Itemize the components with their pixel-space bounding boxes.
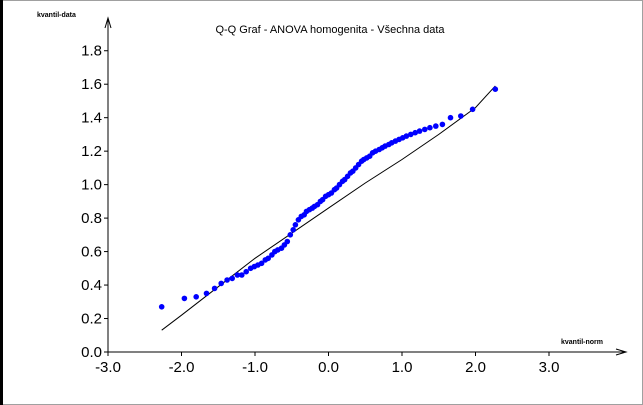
x-tick-label: -3.0 — [95, 359, 121, 376]
data-point — [181, 295, 188, 302]
x-axis-arrow — [615, 348, 628, 356]
y-tick-label: 1.0 — [81, 177, 102, 194]
data-point — [224, 277, 230, 283]
tick-layer: 0.0 0.2 0.4 0.6 0.8 1.0 1.2 1.4 1.6 1.8 -3.0 -2.0 -1… — [81, 43, 559, 376]
data-point — [239, 272, 245, 278]
data-point — [211, 285, 218, 292]
data-point — [403, 133, 410, 139]
window-edge — [0, 0, 3, 405]
data-point — [422, 126, 428, 133]
reference-line — [161, 85, 496, 331]
data-point — [284, 238, 291, 245]
points-layer — [158, 86, 499, 310]
data-point — [243, 268, 249, 275]
x-tick-label: 2.0 — [465, 359, 486, 376]
data-point — [492, 86, 499, 92]
data-point — [290, 227, 297, 233]
data-point — [408, 131, 414, 138]
x-tick-label: -1.0 — [242, 359, 268, 376]
data-point — [234, 272, 241, 278]
y-tick-label: 1.8 — [81, 43, 102, 60]
x-tick-label: -2.0 — [169, 359, 195, 376]
data-point — [439, 121, 446, 128]
data-point — [203, 290, 210, 297]
x-tick-label: 1.0 — [392, 359, 413, 376]
data-point — [229, 275, 235, 282]
y-tick-label: 0.6 — [81, 244, 102, 261]
data-point — [258, 260, 265, 267]
y-tick-label: 1.4 — [81, 110, 102, 127]
x-tick-label: 0.0 — [318, 359, 339, 376]
axes — [104, 16, 628, 356]
y-tick-label: 0.8 — [81, 210, 102, 227]
data-point — [427, 124, 433, 131]
data-point — [412, 129, 419, 136]
y-tick-label: 1.2 — [81, 143, 102, 160]
y-axis-label: kvantil-data — [37, 12, 76, 19]
y-tick-label: 0.2 — [81, 311, 102, 328]
y-tick-label: 0.0 — [81, 344, 102, 361]
data-point — [265, 255, 272, 262]
reference-line-layer — [161, 85, 496, 331]
data-point — [158, 304, 165, 310]
x-tick-label: 3.0 — [539, 359, 560, 376]
data-point — [447, 114, 454, 121]
data-point — [433, 123, 439, 129]
x-axis-label: kvantil-norm — [561, 339, 603, 346]
y-axis-arrow — [104, 16, 112, 29]
data-point — [458, 113, 464, 119]
y-tick-label: 1.6 — [81, 76, 102, 93]
y-tick-label: 0.4 — [81, 277, 102, 294]
data-point — [218, 280, 224, 287]
data-point — [416, 128, 423, 134]
data-point — [292, 222, 299, 228]
chart-title: Q-Q Graf - ANOVA homogenita - Všechna da… — [215, 24, 445, 36]
data-point — [469, 106, 476, 113]
data-point — [287, 232, 294, 238]
data-point — [193, 294, 199, 300]
